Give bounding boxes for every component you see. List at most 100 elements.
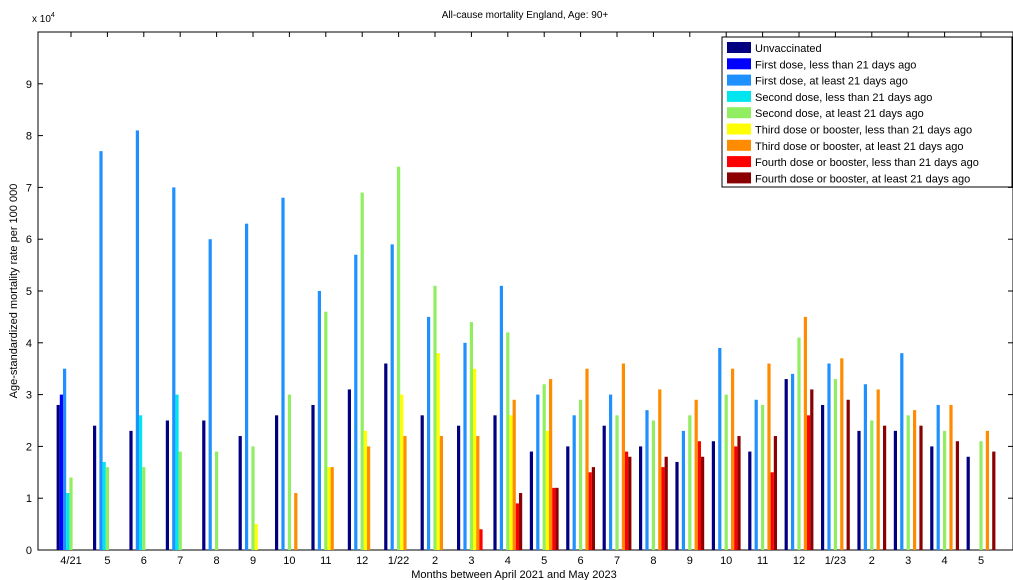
y-tick-label: 6 <box>26 234 32 246</box>
x-tick-label: 5 <box>104 555 110 567</box>
x-tick-label: 4 <box>505 555 511 567</box>
bar <box>519 493 523 550</box>
bar <box>876 389 880 550</box>
bar <box>139 415 143 550</box>
legend-label: Third dose or booster, at least 21 days … <box>755 141 964 153</box>
bar <box>943 430 947 550</box>
bar <box>893 430 897 550</box>
bar <box>251 446 255 550</box>
y-tick-label: 0 <box>26 545 32 557</box>
legend-swatch <box>727 42 751 53</box>
x-tick-label: 7 <box>177 555 183 567</box>
bar <box>628 456 632 550</box>
x-tick-label: 2 <box>432 555 438 567</box>
bar <box>863 384 867 550</box>
bar <box>955 441 959 550</box>
bar <box>688 415 692 550</box>
bar <box>512 399 516 550</box>
bar <box>906 415 910 550</box>
x-tick-label: 4/21 <box>60 555 81 567</box>
bar <box>287 394 291 550</box>
bar <box>311 404 315 550</box>
bar <box>420 415 424 550</box>
bar <box>566 446 570 550</box>
bar <box>384 363 388 550</box>
x-axis-label: Months between April 2021 and May 2023 <box>411 569 616 580</box>
bar <box>675 461 679 550</box>
bar <box>463 342 467 550</box>
bar <box>936 404 940 550</box>
bar <box>347 389 351 550</box>
bar <box>857 430 861 550</box>
bar <box>833 379 837 550</box>
bar <box>499 285 503 550</box>
y-tick-label: 9 <box>26 79 32 91</box>
bar <box>919 425 923 550</box>
bar <box>59 394 63 550</box>
bar <box>661 467 665 550</box>
y-axis-label: Age-standardized mortality rate per 100 … <box>8 184 20 399</box>
x-tick-label: 11 <box>320 555 331 567</box>
bar <box>509 415 513 550</box>
x-tick-label: 12 <box>793 555 805 567</box>
bar <box>506 332 510 550</box>
legend-label: Second dose, at least 21 days ago <box>755 108 924 120</box>
x-tick-label: 2 <box>869 555 875 567</box>
exponent-base: x 10 <box>32 14 51 25</box>
legend-label: Fourth dose or booster, less than 21 day… <box>755 157 979 169</box>
bar <box>66 493 70 550</box>
x-tick-label: 8 <box>650 555 656 567</box>
bar <box>731 368 735 550</box>
bar <box>651 420 655 550</box>
bar <box>810 389 814 550</box>
bar <box>275 415 279 550</box>
x-tick-label: 1/23 <box>825 555 846 567</box>
x-tick-label: 10 <box>283 555 295 567</box>
bar <box>476 436 480 550</box>
bar <box>694 399 698 550</box>
bar <box>913 410 917 550</box>
bar <box>734 446 738 550</box>
bar <box>681 430 685 550</box>
bar <box>748 451 752 550</box>
bar <box>870 420 874 550</box>
x-tick-label: 7 <box>614 555 620 567</box>
exponent-power: 4 <box>51 12 55 19</box>
bar <box>761 404 765 550</box>
bar <box>602 425 606 550</box>
bar <box>949 404 953 550</box>
bar <box>807 415 811 550</box>
bar <box>457 425 461 550</box>
legend-box <box>721 36 1013 188</box>
bar <box>294 493 298 550</box>
bar <box>202 420 206 550</box>
bar <box>330 467 334 550</box>
bar <box>56 404 60 550</box>
bar <box>327 467 331 550</box>
bar <box>754 399 758 550</box>
x-tick-label: 3 <box>905 555 911 567</box>
bar <box>591 467 595 550</box>
y-tick-label: 1 <box>26 493 32 505</box>
bar <box>175 394 179 550</box>
y-tick-label: 3 <box>26 390 32 402</box>
bar <box>515 503 519 550</box>
bar <box>433 285 437 550</box>
bar <box>545 430 549 550</box>
x-tick-label: 9 <box>250 555 256 567</box>
bar <box>846 399 850 550</box>
legend-swatch <box>727 90 751 102</box>
bar <box>93 425 97 550</box>
y-tick-label: 5 <box>26 286 32 298</box>
bar <box>317 291 321 550</box>
bar <box>572 415 576 550</box>
bar <box>930 446 934 550</box>
bar <box>363 430 367 550</box>
bar <box>985 430 989 550</box>
bar <box>69 477 73 550</box>
legend-swatch <box>727 123 751 135</box>
x-tick-label: 3 <box>468 555 474 567</box>
bar <box>900 353 904 550</box>
bar <box>797 337 801 550</box>
